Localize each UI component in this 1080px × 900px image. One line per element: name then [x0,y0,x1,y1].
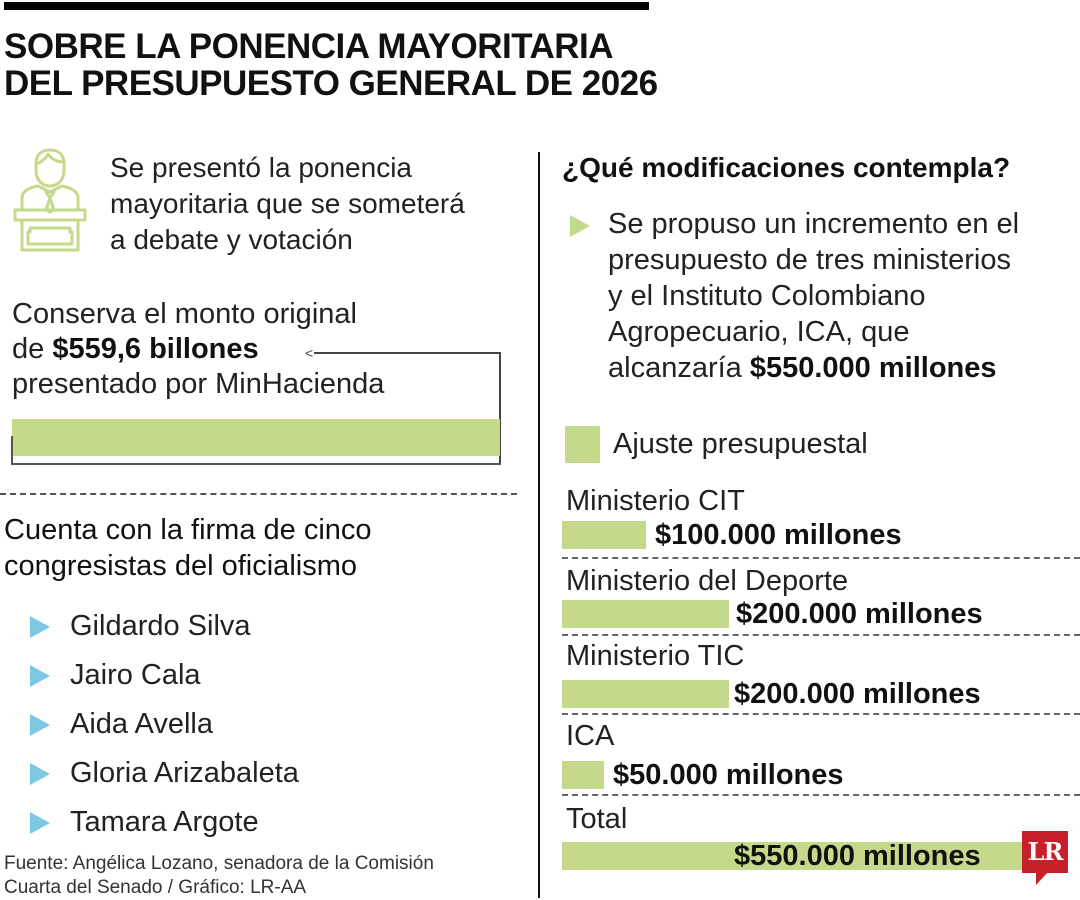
source-line-1: Fuente: Angélica Lozano, senadora de la … [4,853,434,874]
intro-line-2: mayoritaria que se someterá [110,188,465,219]
triangle-bullet-icon [30,811,50,834]
triangle-bullet-icon [570,215,590,237]
row-label: Ministerio del Deporte [566,565,849,597]
legend-swatch [565,426,600,463]
lr-logo-tail [1036,872,1048,885]
row-bar [562,680,729,708]
monto-line-2: de $559,6 billones [12,332,492,367]
intro-line-3: a debate y votación [110,224,353,255]
monto-line-1: Conserva el monto original [12,298,357,330]
list-item: Aida Avella [30,700,299,749]
intro-text: Se presentó la ponencia mayoritaria que … [110,150,530,258]
triangle-bullet-icon [30,762,50,785]
row-value: $100.000 millones [655,519,902,551]
list-item: Jairo Cala [30,651,299,700]
source-line-2: Cuarta del Senado / Gráfico: LR-AA [4,877,307,898]
podium-speaker-icon [13,148,87,252]
row-label: ICA [566,720,615,752]
list-item: Gloria Arizabaleta [30,749,299,798]
row-bar [562,761,604,789]
row-value: $200.000 millones [736,598,983,630]
modificaciones-text: Se propuso un incremento en el presupues… [608,206,1078,386]
row-divider [562,794,1080,796]
row-value: $50.000 millones [613,759,844,791]
row-divider [562,634,1080,636]
row-divider [562,557,1080,559]
congresistas-list: Gildardo Silva Jairo Cala Aida Avella Gl… [30,602,299,847]
row-bar [562,842,1022,870]
row-bar [562,521,646,549]
row-label: Ministerio TIC [566,640,745,672]
intro-line-1: Se presentó la ponencia [110,152,412,183]
section-divider [0,493,517,495]
list-item: Tamara Argote [30,798,299,847]
firma-heading: Cuenta con la firma de cinco congresista… [4,512,524,584]
connector-line-vertical [499,352,501,465]
monto-value: $559,6 billones [52,333,259,365]
legend-label: Ajuste presupuestal [613,428,868,460]
lr-logo: LR [1022,831,1068,873]
name-label: Jairo Cala [70,659,201,691]
row-bar [562,600,729,628]
top-rule [4,2,649,10]
row-value: $550.000 millones [734,840,981,872]
firma-line-2: congresistas del oficialismo [4,550,357,582]
chart-row: Ministerio del Deporte $200.000 millones [562,560,1078,635]
chart-row: Ministerio CIT $100.000 millones [562,482,1078,557]
title-line-2: DEL PRESUPUESTO GENERAL DE 2026 [4,64,658,103]
frame-line-bottom [11,463,501,465]
monto-line-3: presentado por MinHacienda [12,368,385,400]
name-label: Aida Avella [70,708,213,740]
source-note: Fuente: Angélica Lozano, senadora de la … [4,852,524,900]
modificaciones-heading: ¿Qué modificaciones contempla? [562,152,1011,183]
row-value: $200.000 millones [734,678,981,710]
page-title: SOBRE LA PONENCIA MAYORITARIA DEL PRESUP… [4,28,684,102]
connector-line [314,352,500,354]
column-divider [538,152,540,898]
bullet-line-3: y el Instituto Colombiano [608,280,926,312]
firma-line-1: Cuenta con la firma de cinco [4,514,372,546]
triangle-bullet-icon [30,615,50,638]
row-divider [562,713,1080,715]
list-item: Gildardo Silva [30,602,299,651]
bullet-line-4: Agropecuario, ICA, que [608,316,910,348]
name-label: Gildardo Silva [70,610,251,642]
monto-text: Conserva el monto original de $559,6 bil… [12,297,492,402]
frame-line-left [11,436,13,464]
monto-bar [12,419,500,456]
chart-row: Ministerio TIC $200.000 millones [562,637,1078,712]
row-label: Total [566,803,628,835]
name-label: Gloria Arizabaleta [70,757,299,789]
chart-row: Total $550.000 millones [562,797,1078,877]
arrow-left-icon: < [305,345,314,361]
bullet-line-5-prefix: alcanzaría [608,352,750,384]
triangle-bullet-icon [30,713,50,736]
name-label: Tamara Argote [70,806,259,838]
monto-prefix: de [12,333,53,365]
bullet-line-1: Se propuso un incremento en el [608,208,1020,240]
row-label: Ministerio CIT [566,485,745,517]
title-line-1: SOBRE LA PONENCIA MAYORITARIA [4,27,614,66]
bullet-line-5: alcanzaría $550.000 millones [608,350,1078,386]
chart-row: ICA $50.000 millones [562,716,1078,791]
bullet-line-2: presupuesto de tres ministerios [608,244,1011,276]
triangle-bullet-icon [30,664,50,687]
chart-legend: Ajuste presupuestal [565,426,868,463]
bullet-line-5-value: $550.000 millones [749,352,997,384]
